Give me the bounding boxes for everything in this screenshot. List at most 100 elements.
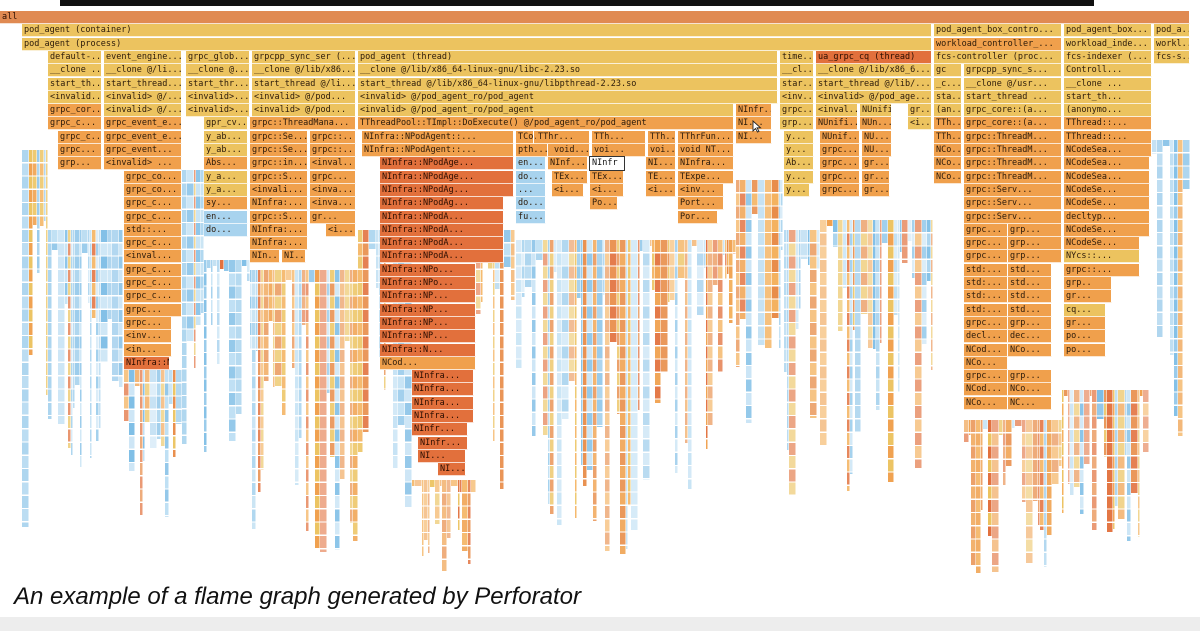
flame-frame[interactable]: grpc_co... bbox=[124, 170, 182, 184]
flame-frame[interactable]: (anonymo... bbox=[1064, 104, 1152, 118]
flame-frame[interactable]: NC... bbox=[1008, 396, 1052, 410]
flame-frame[interactable]: start_th... bbox=[1064, 90, 1152, 104]
flame-frame[interactable]: grpc... bbox=[310, 170, 356, 184]
flame-frame[interactable]: NCodeSea... bbox=[1064, 157, 1150, 171]
flame-frame[interactable]: grp... bbox=[1008, 370, 1052, 384]
flame-frame[interactable]: grp... bbox=[58, 157, 102, 171]
flame-frame[interactable]: grpc_c... bbox=[124, 237, 182, 251]
flame-frame[interactable]: grpc::ThreadM... bbox=[964, 144, 1062, 157]
flame-frame[interactable]: pod_agent_box... bbox=[1064, 24, 1152, 38]
flame-frame[interactable]: <invalid> @/pod... bbox=[252, 90, 356, 104]
flame-frame[interactable]: <inval... bbox=[124, 250, 182, 264]
flame-frame[interactable]: <i... bbox=[326, 223, 356, 237]
flame-frame[interactable]: __clone @/li... bbox=[104, 64, 182, 78]
flame-frame[interactable]: y... bbox=[784, 130, 814, 144]
flame-frame[interactable]: NInfr bbox=[589, 156, 625, 172]
flame-frame[interactable]: NInfra::NPo... bbox=[380, 277, 476, 290]
flame-frame[interactable]: NCod... bbox=[380, 356, 476, 370]
flame-frame[interactable]: <i... bbox=[590, 183, 624, 197]
flame-frame[interactable]: NI... bbox=[438, 463, 466, 477]
flame-frame[interactable]: gr... bbox=[908, 104, 932, 118]
flame-frame[interactable]: event_engine... bbox=[104, 50, 182, 64]
flame-frame[interactable]: y... bbox=[784, 183, 810, 197]
flame-frame[interactable]: y_ab... bbox=[204, 130, 248, 144]
flame-frame[interactable]: NInfra... bbox=[678, 157, 734, 171]
flame-frame[interactable]: en... bbox=[516, 157, 546, 171]
flame-frame[interactable]: gr... bbox=[310, 210, 356, 224]
flame-frame[interactable]: grpc... bbox=[820, 170, 860, 184]
flame-frame[interactable]: NInfra::NP... bbox=[380, 316, 476, 330]
flame-frame[interactable]: __clone @/lib/x86_6... bbox=[816, 64, 932, 78]
flame-frame[interactable]: std:... bbox=[964, 277, 1008, 290]
flame-frame[interactable]: start_thread... bbox=[104, 77, 182, 91]
flame-frame[interactable]: grpc_c... bbox=[124, 263, 182, 277]
flame-frame[interactable]: NInfra::N... bbox=[124, 356, 170, 370]
flame-frame[interactable]: grpc_event_e... bbox=[104, 130, 182, 144]
flame-frame[interactable]: NInfr... bbox=[412, 423, 468, 437]
flame-frame[interactable]: std:... bbox=[964, 263, 1008, 277]
flame-frame[interactable]: NInfra... bbox=[412, 383, 474, 397]
flame-frame[interactable]: TThreadPool::TImpl::DoExecute() @/pod_ag… bbox=[358, 117, 734, 131]
flame-frame[interactable]: grp... bbox=[1008, 223, 1062, 237]
flame-frame[interactable]: NInfra:... bbox=[250, 223, 308, 237]
flame-frame[interactable]: voi... bbox=[648, 144, 676, 157]
flame-frame[interactable]: grpc::Serv... bbox=[964, 183, 1062, 197]
flame-frame[interactable]: y_ab... bbox=[204, 144, 248, 157]
flame-frame[interactable]: workload_inde... bbox=[1064, 37, 1152, 51]
flame-frame[interactable]: gc bbox=[934, 64, 962, 78]
flame-frame[interactable]: <inv... bbox=[124, 330, 172, 344]
flame-frame[interactable]: do... bbox=[204, 223, 248, 237]
flame-frame[interactable]: start_th... bbox=[48, 77, 102, 91]
flame-frame[interactable]: grpc::in... bbox=[250, 157, 308, 171]
flame-frame[interactable]: NCo... bbox=[934, 157, 962, 171]
flame-frame[interactable]: grpc... bbox=[964, 250, 1008, 264]
flame-frame[interactable]: grpc::... bbox=[310, 130, 356, 144]
flame-frame[interactable]: fcs-controller (proc... bbox=[934, 50, 1062, 64]
flame-frame[interactable]: <invali... bbox=[250, 183, 308, 197]
flame-frame[interactable]: decl... bbox=[964, 330, 1008, 344]
flame-frame[interactable]: y... bbox=[784, 144, 814, 157]
flame-frame[interactable]: TTh... bbox=[934, 130, 962, 144]
flame-frame[interactable]: std... bbox=[1008, 277, 1052, 290]
flame-frame[interactable]: grpc_c... bbox=[58, 130, 102, 144]
flame-frame[interactable]: NInfra::NPodAge... bbox=[380, 157, 514, 171]
flame-frame[interactable]: <i... bbox=[552, 183, 584, 197]
flame-frame[interactable]: NUnifi... bbox=[816, 117, 858, 131]
flame-frame[interactable]: gr... bbox=[862, 157, 890, 171]
flame-frame[interactable]: grpc... bbox=[964, 316, 1008, 330]
flame-frame[interactable]: void NT... bbox=[678, 144, 734, 157]
flame-frame[interactable]: void... bbox=[552, 144, 590, 157]
flame-frame[interactable]: NInfra::NPo... bbox=[380, 263, 476, 277]
flame-frame[interactable]: grpc::Se... bbox=[250, 144, 308, 157]
flame-frame[interactable]: NInfra::NPodAg... bbox=[380, 183, 514, 197]
flame-frame[interactable]: grpc... bbox=[58, 144, 102, 157]
flame-frame[interactable]: pod_agent (thread) bbox=[358, 50, 778, 64]
flame-frame[interactable]: NCo... bbox=[964, 356, 1008, 370]
flame-frame[interactable]: ... bbox=[516, 183, 546, 197]
flame-frame[interactable]: grpc_c... bbox=[124, 277, 182, 290]
flame-frame[interactable]: NInfra:... bbox=[250, 197, 308, 211]
flame-frame[interactable]: <invalid> @/pod... bbox=[252, 104, 356, 118]
flame-frame[interactable]: grpc::ThreadMana... bbox=[250, 117, 356, 131]
flame-frame[interactable]: <inva... bbox=[310, 197, 356, 211]
flame-frame[interactable]: NInfra::NPodAge... bbox=[380, 170, 514, 184]
flame-frame[interactable]: NInfra::NP... bbox=[380, 290, 476, 304]
flame-frame[interactable]: cq... bbox=[1064, 303, 1106, 317]
flame-frame[interactable]: <i... bbox=[646, 183, 676, 197]
flame-frame[interactable]: po... bbox=[1064, 330, 1106, 344]
flame-frame[interactable]: decltyp... bbox=[1064, 210, 1150, 224]
flame-frame[interactable]: <invalid>... bbox=[186, 90, 250, 104]
flame-frame[interactable]: NCodeSe... bbox=[1064, 197, 1150, 211]
flame-frame[interactable]: po... bbox=[1064, 343, 1106, 357]
flame-frame[interactable]: <invalid> @/pod_age... bbox=[816, 90, 932, 104]
flame-frame[interactable]: start_thr... bbox=[186, 77, 250, 91]
flame-frame[interactable]: grpc::S... bbox=[250, 170, 308, 184]
flame-frame[interactable]: __clone @/usr... bbox=[964, 77, 1062, 91]
flame-frame[interactable]: Controll... bbox=[1064, 64, 1152, 78]
flame-frame[interactable]: grpc_c... bbox=[124, 210, 182, 224]
flame-frame[interactable]: grpc::Serv... bbox=[964, 197, 1062, 211]
flame-frame[interactable]: _c... bbox=[934, 77, 962, 91]
flame-frame[interactable]: Abs... bbox=[204, 157, 248, 171]
flame-frame[interactable]: <invalid> @/pod_agent_ro/pod_agent bbox=[358, 90, 778, 104]
flame-frame[interactable]: pod_a... bbox=[1154, 24, 1190, 38]
